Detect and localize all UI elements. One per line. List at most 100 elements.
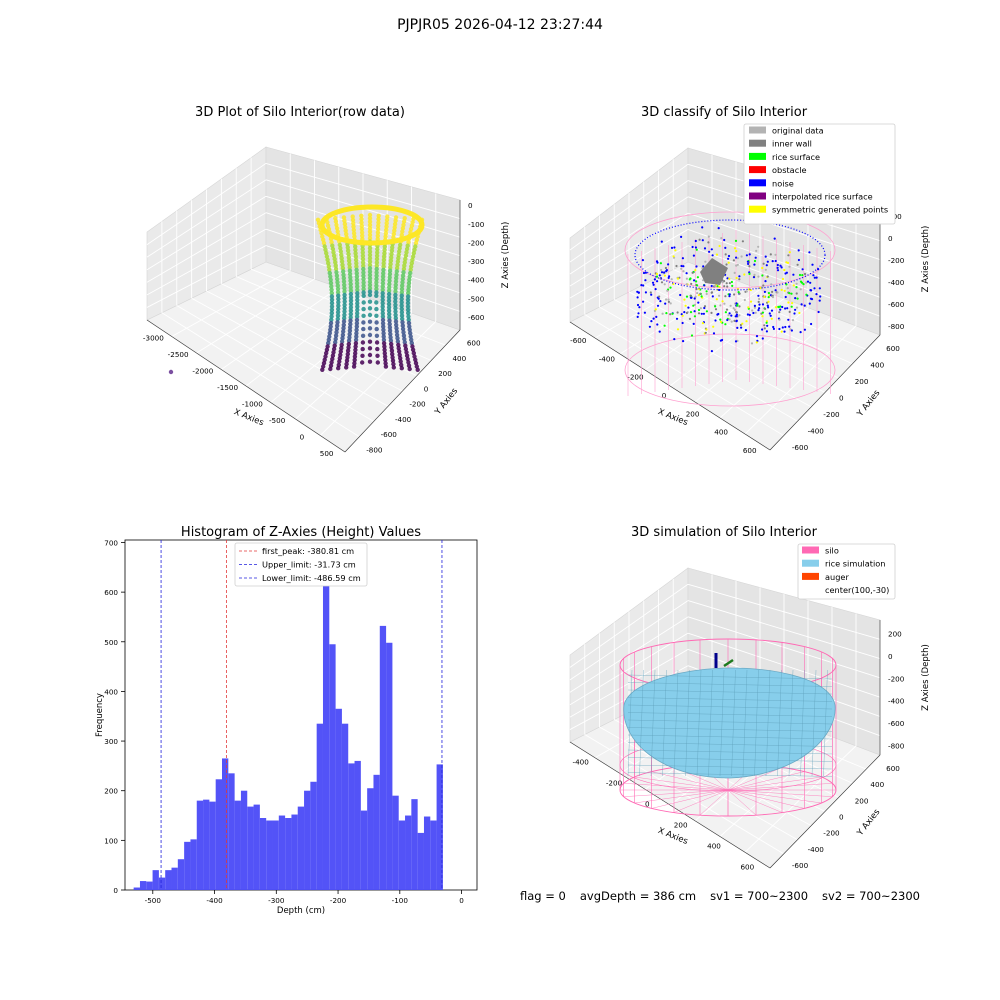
scatter-point xyxy=(391,361,396,367)
scatter-point xyxy=(359,230,365,235)
classified-point xyxy=(675,264,678,268)
scatter-point xyxy=(327,267,332,272)
scatter-point xyxy=(352,357,357,363)
x-tick-label: 400 xyxy=(714,428,728,437)
classified-point xyxy=(808,302,811,305)
x-tick-label: -600 xyxy=(570,336,587,345)
scatter-point xyxy=(330,356,335,362)
simulation-3d-panel: 3D simulation of Silo Interior -400 -200 0 2… xyxy=(569,525,931,872)
x-tick-label: -500 xyxy=(145,896,162,905)
classified-point xyxy=(788,325,791,328)
silo-floor-wire xyxy=(727,789,833,797)
scatter-point xyxy=(334,326,340,332)
scatter-point xyxy=(393,299,398,304)
classified-point xyxy=(725,282,728,285)
scatter-point xyxy=(340,266,346,271)
scatter-point xyxy=(344,361,349,367)
classified-point xyxy=(791,302,794,305)
z-tick-label: -800 xyxy=(888,322,905,331)
scatter-point xyxy=(394,272,399,278)
classified-point xyxy=(725,308,729,311)
scatter-point xyxy=(354,317,360,323)
scatter-point xyxy=(387,278,392,283)
classified-point xyxy=(727,261,730,264)
scatter-point xyxy=(392,225,397,230)
classified-point xyxy=(778,327,781,331)
grid-line xyxy=(569,196,689,275)
scatter-point xyxy=(347,261,352,267)
scatter-point xyxy=(331,250,336,255)
y-axis-label: Frequency xyxy=(95,693,105,737)
scatter-point xyxy=(321,364,326,369)
scatter-point xyxy=(382,251,387,256)
classified-point xyxy=(667,263,670,266)
status-line: flag = 0 avgDepth = 386 cm sv1 = 700~2300 s… xyxy=(520,889,934,903)
classified-point xyxy=(755,249,758,252)
classified-point xyxy=(714,319,717,322)
scatter-point xyxy=(382,347,387,353)
scatter-point xyxy=(393,319,399,324)
classified-point xyxy=(781,305,784,309)
y-tick-label: -200 xyxy=(823,410,840,419)
classified-point xyxy=(788,265,791,268)
histogram-bar xyxy=(240,790,248,890)
silo-floor-wire xyxy=(634,789,729,804)
scatter-point xyxy=(409,264,414,269)
legend: original data inner wall rice surface obsta… xyxy=(743,123,896,225)
y-tick-label: -200 xyxy=(409,400,426,409)
scatter-point xyxy=(380,297,385,303)
scatter-point xyxy=(393,312,398,318)
scatter-point xyxy=(387,311,392,317)
classified-point xyxy=(710,291,714,294)
scatter-point xyxy=(402,336,407,342)
center-marker xyxy=(723,658,734,668)
grid-line xyxy=(569,180,689,263)
classified-point xyxy=(767,300,770,303)
outlier-point xyxy=(168,369,174,375)
scatter-point xyxy=(392,221,398,227)
scatter-point xyxy=(393,316,398,321)
scatter-point xyxy=(380,287,385,293)
scatter-point xyxy=(406,284,411,289)
histogram-bar xyxy=(215,779,222,890)
classified-point xyxy=(738,314,741,317)
classified-point xyxy=(769,253,772,256)
histogram-bar xyxy=(322,557,330,890)
scatter-point xyxy=(388,338,394,343)
classified-point xyxy=(690,334,694,337)
classified-point xyxy=(771,260,774,263)
scatter-point xyxy=(332,343,337,348)
scatter-point xyxy=(325,344,330,349)
scatter-point xyxy=(353,347,358,353)
classified-point xyxy=(774,253,777,256)
scatter-point xyxy=(404,246,410,252)
scatter-point xyxy=(335,286,341,292)
classified-point xyxy=(808,251,811,254)
scatter-point xyxy=(399,290,405,295)
flag-status: flag = 0 xyxy=(520,889,566,903)
classified-point xyxy=(659,300,662,303)
scatter-point xyxy=(336,306,341,312)
scatter-point xyxy=(345,245,350,250)
x-tick-label: -200 xyxy=(627,373,644,382)
classified-point xyxy=(759,286,762,290)
classified-point xyxy=(636,296,639,299)
scatter-point xyxy=(352,361,357,366)
classified-point xyxy=(726,277,729,280)
scatter-point xyxy=(406,280,412,286)
scatter-point xyxy=(401,266,407,272)
classified-point xyxy=(697,301,700,304)
scatter-point xyxy=(386,295,392,300)
classified-point xyxy=(687,306,690,309)
scatter-point xyxy=(329,300,335,306)
scatter-point xyxy=(375,250,380,255)
scatter-point xyxy=(387,268,393,273)
classified-point xyxy=(799,288,802,291)
rice-mesh-line xyxy=(639,669,644,777)
histogram-bar xyxy=(316,723,323,890)
x-tick-label: 0 xyxy=(662,391,667,400)
scatter-point xyxy=(407,327,412,332)
classified-point xyxy=(660,240,663,243)
y-tick-label: 600 xyxy=(886,344,900,353)
classified-point xyxy=(761,311,765,314)
